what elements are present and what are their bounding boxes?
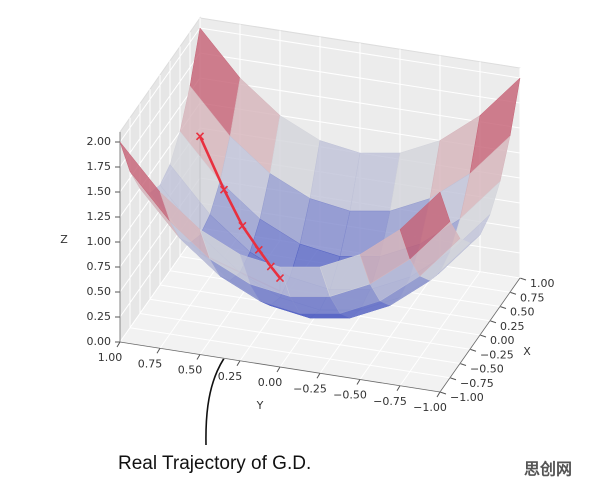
y-tick-label: 1.00 <box>98 351 123 364</box>
y-tick <box>356 379 361 385</box>
trajectory-marker <box>266 262 275 271</box>
x-tick <box>439 391 447 395</box>
grid-line <box>119 27 201 143</box>
grid-line <box>199 77 521 129</box>
z-tick-label: 0.25 <box>87 310 112 323</box>
y-tick <box>236 360 241 367</box>
trajectory-marker <box>254 245 263 254</box>
grid-line <box>199 27 521 79</box>
y-tick-label: 0.00 <box>258 376 283 389</box>
z-tick-label: 0.50 <box>87 285 112 298</box>
y-tick-label: −1.00 <box>413 401 447 414</box>
x-tick <box>479 334 487 338</box>
x-tick-label: 0.00 <box>490 334 515 347</box>
x-tick <box>499 306 507 309</box>
x-tick <box>489 320 497 324</box>
y-tick-label: −0.50 <box>333 389 367 402</box>
x-tick-label: 0.50 <box>510 306 535 319</box>
y-tick <box>196 354 201 360</box>
grid-line <box>359 265 441 380</box>
y-axis-label: Y <box>256 399 264 412</box>
axis-line <box>119 341 441 393</box>
z-axis-label: Z <box>60 233 68 246</box>
x-tick-label: −0.50 <box>470 363 504 376</box>
trajectory-marker <box>275 274 285 283</box>
trajectory-marker <box>195 132 205 141</box>
x-tick <box>469 348 477 352</box>
trajectory-marker <box>219 185 229 194</box>
x-tick-label: 0.25 <box>500 320 525 333</box>
z-tick-label: 1.25 <box>87 210 112 223</box>
watermark: 思创网 <box>524 460 572 479</box>
x-tick <box>519 277 527 281</box>
z-tick-label: 2.00 <box>87 135 112 148</box>
x-tick <box>509 291 517 295</box>
y-tick <box>396 385 401 392</box>
annotation: Real Trajectory of G.D. <box>118 453 311 474</box>
x-axis-label: X <box>523 345 531 358</box>
grid-line <box>119 227 201 343</box>
x-tick-label: −1.00 <box>450 391 484 404</box>
x-tick-label: 1.00 <box>530 277 555 290</box>
trajectory-marker <box>238 221 247 230</box>
y-tick <box>316 372 321 379</box>
surface-cell <box>399 191 451 260</box>
y-tick <box>436 391 441 398</box>
z-tick-label: 0.75 <box>87 260 112 273</box>
y-tick-label: 0.50 <box>178 364 203 377</box>
y-tick-label: 0.75 <box>138 357 163 370</box>
y-tick-label: −0.75 <box>373 395 407 408</box>
grid-line <box>119 52 201 168</box>
z-tick-label: 1.00 <box>87 235 112 248</box>
y-tick <box>156 347 161 354</box>
y-tick-label: −0.25 <box>293 382 327 395</box>
x-tick <box>459 363 467 366</box>
axis-line <box>439 277 521 393</box>
x-tick-label: −0.25 <box>480 348 514 361</box>
z-tick-label: 0.00 <box>87 335 112 348</box>
y-tick-label: 0.25 <box>218 370 243 383</box>
grid-line <box>399 271 481 387</box>
y-tick <box>116 341 121 348</box>
x-tick-label: 0.75 <box>520 291 545 304</box>
z-tick-label: 1.75 <box>87 160 112 173</box>
x-tick-label: −0.75 <box>460 377 494 390</box>
z-tick-label: 1.50 <box>87 185 112 198</box>
y-tick <box>276 366 281 373</box>
grid-line <box>199 52 521 104</box>
x-tick <box>449 377 457 381</box>
